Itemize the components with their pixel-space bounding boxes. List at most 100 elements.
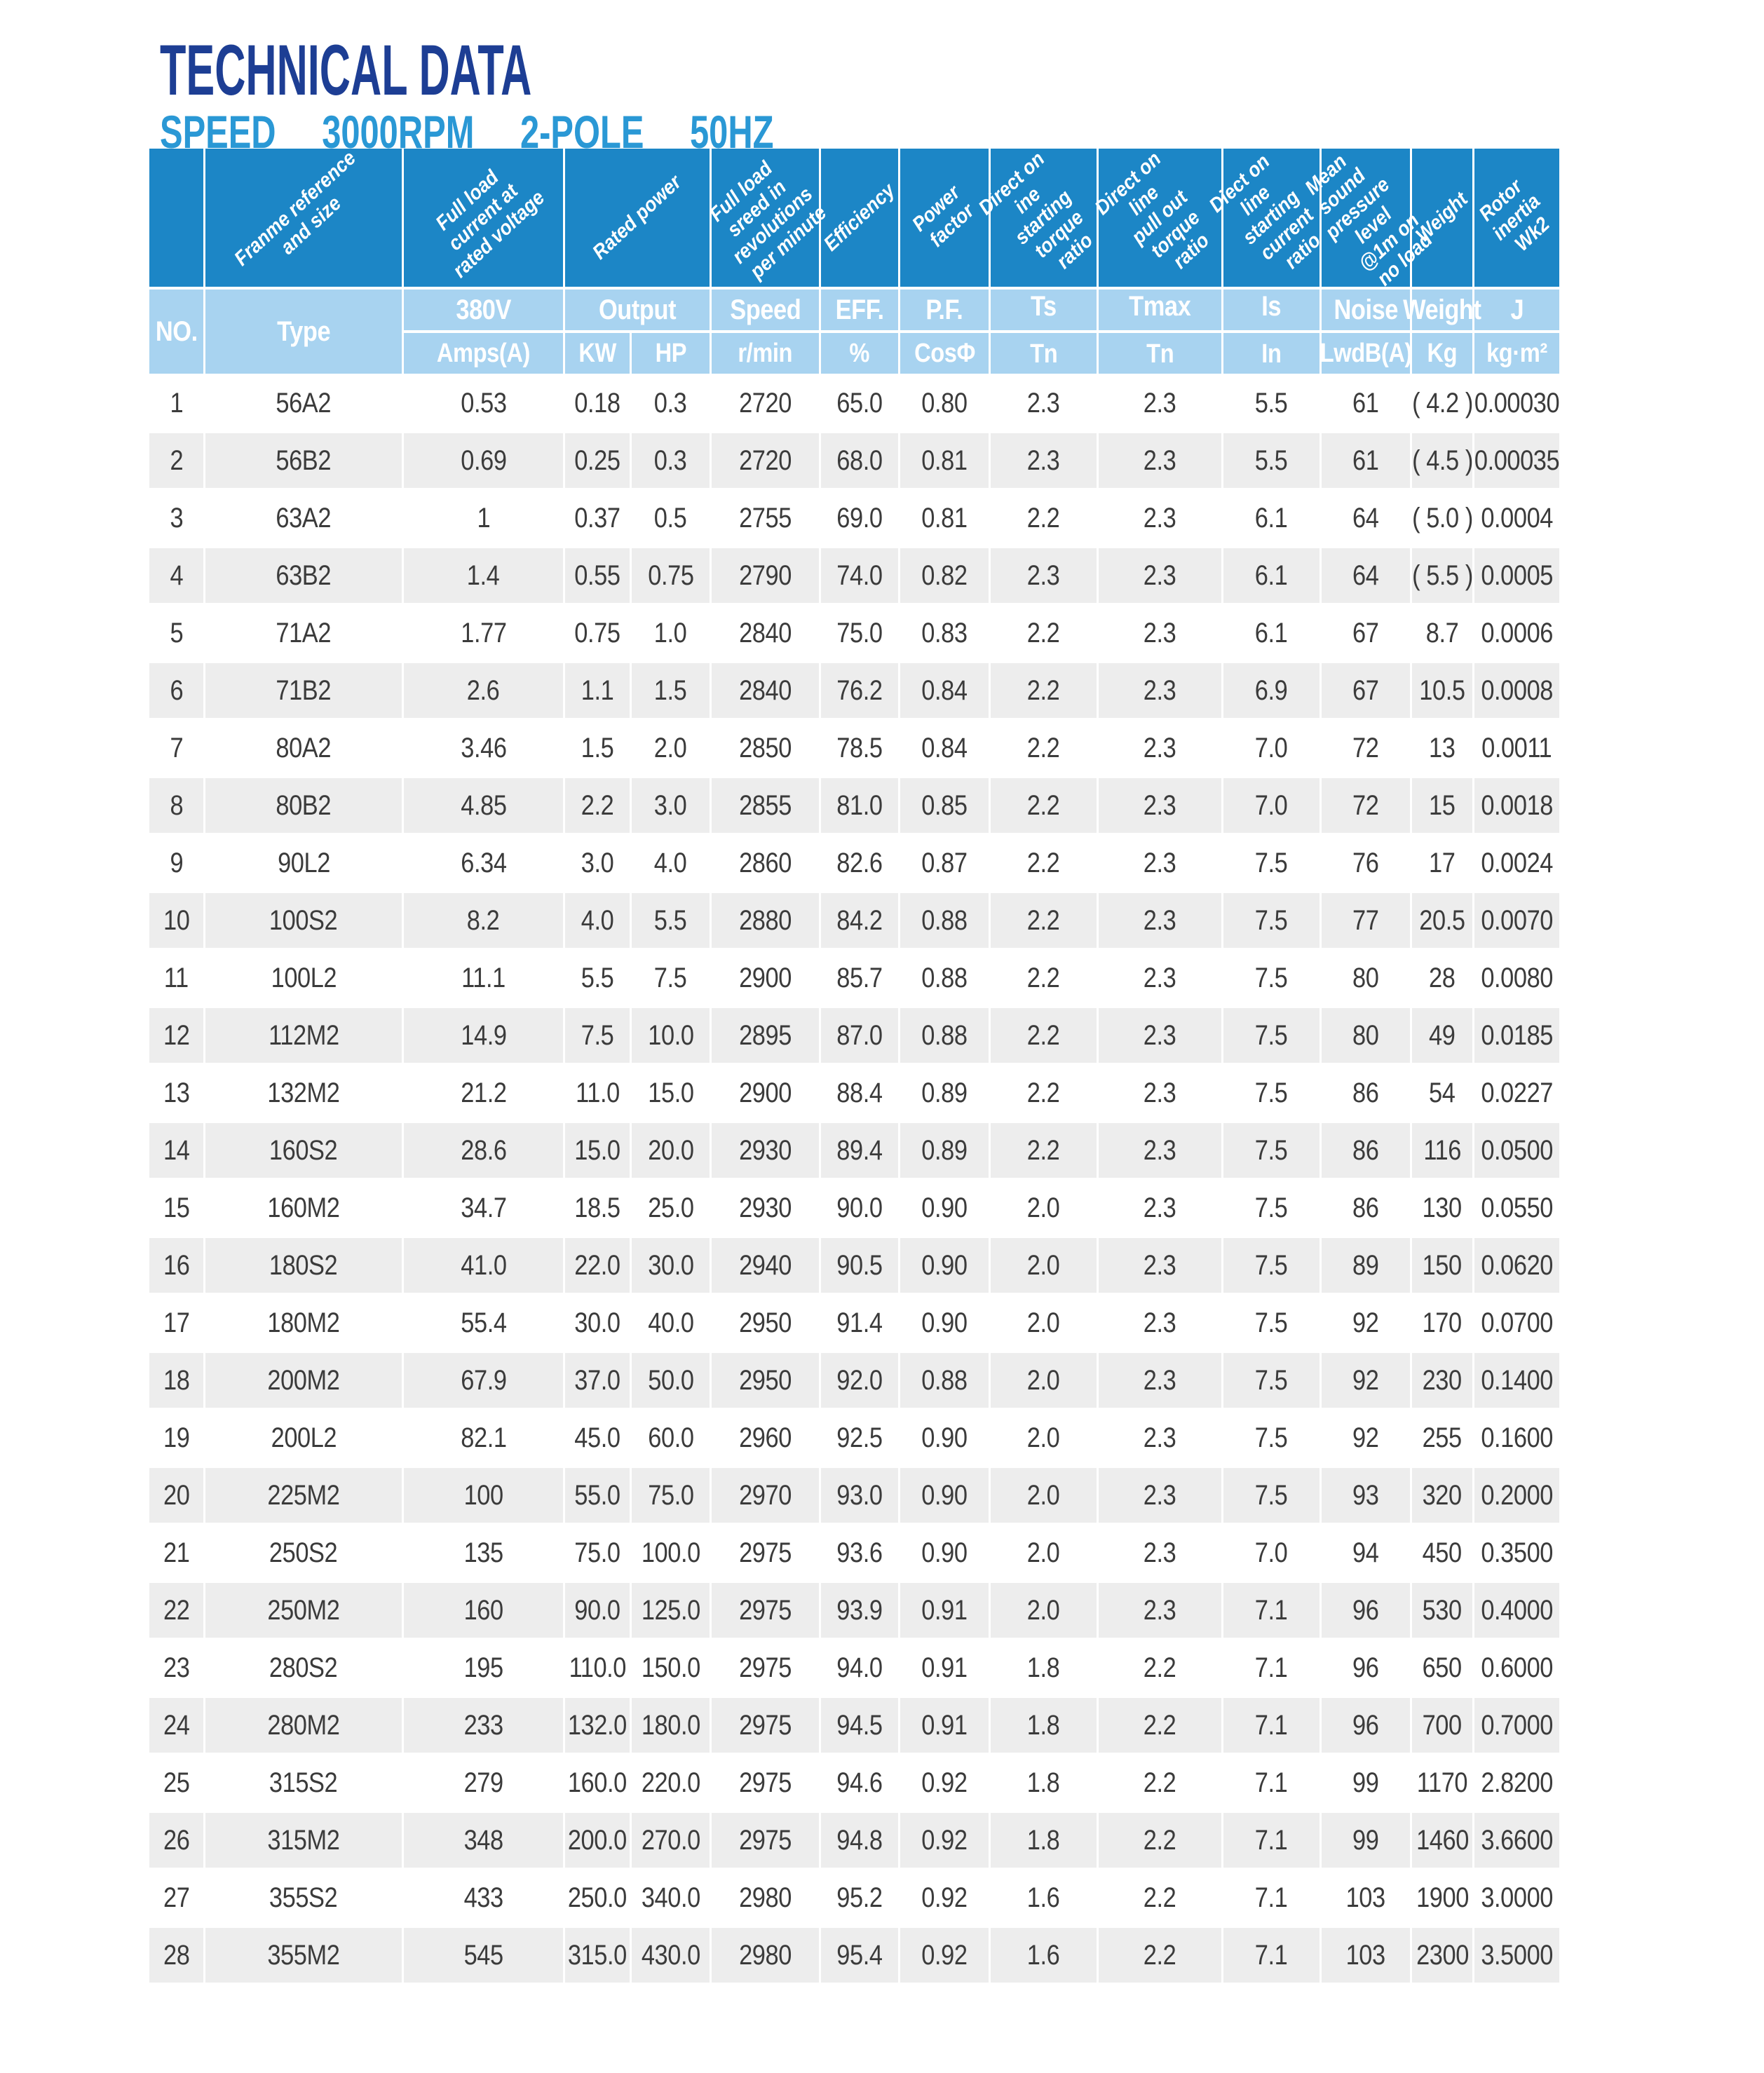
cell-j: 0.1400 — [1474, 1353, 1559, 1408]
cell-tmax: 2.2 — [1099, 1755, 1221, 1810]
cell-tmax: 2.3 — [1099, 491, 1221, 545]
cell-hp: 25.0 — [632, 1181, 710, 1235]
cell-hp: 0.5 — [632, 491, 710, 545]
cell-type: 90L2 — [205, 836, 402, 890]
cell-speed: 2850 — [712, 721, 819, 775]
subheader-ts: Ts — [991, 290, 1097, 330]
cell-kw: 0.37 — [565, 491, 630, 545]
cell-speed: 2855 — [712, 778, 819, 833]
cell-speed: 2930 — [712, 1181, 819, 1235]
cell-is: 7.5 — [1223, 893, 1319, 948]
cell-hp: 150.0 — [632, 1640, 710, 1695]
header-full-load-current-label: Full load current at rated voltage — [431, 165, 550, 283]
cell-noise: 61 — [1322, 433, 1410, 488]
cell-noise: 64 — [1322, 548, 1410, 603]
cell-tmax: 2.2 — [1099, 1698, 1221, 1753]
cell-kw: 90.0 — [565, 1583, 630, 1638]
cell-pf: 0.89 — [900, 1066, 989, 1120]
table-row: 8 80B2 4.85 2.2 3.0 2855 81.0 0.85 2.2 2.3 7.0 72 15… — [149, 778, 1559, 833]
cell-weight: 230 — [1412, 1353, 1472, 1408]
cell-is: 5.5 — [1223, 376, 1319, 430]
cell-noise: 72 — [1322, 721, 1410, 775]
cell-weight: 700 — [1412, 1698, 1472, 1753]
cell-pf: 0.92 — [900, 1928, 989, 1983]
cell-ts: 2.2 — [991, 893, 1097, 948]
cell-j: 3.5000 — [1474, 1928, 1559, 1983]
cell-amps: 3.46 — [404, 721, 563, 775]
cell-noise: 99 — [1322, 1755, 1410, 1810]
cell-j: 0.0227 — [1474, 1066, 1559, 1120]
header-rated-power: Rated power — [565, 149, 710, 287]
subheader-tmax: Tmax — [1099, 290, 1221, 330]
header-efficiency: Efficiency — [820, 149, 899, 287]
cell-eff: 95.4 — [821, 1928, 898, 1983]
cell-kw: 1.1 — [565, 663, 630, 718]
header-weight: Weight — [1411, 149, 1472, 287]
cell-amps: 8.2 — [404, 893, 563, 948]
cell-noise: 72 — [1322, 778, 1410, 833]
cell-type: 225M2 — [205, 1468, 402, 1523]
cell-weight: 530 — [1412, 1583, 1472, 1638]
cell-no: 13 — [149, 1066, 203, 1120]
cell-hp: 0.3 — [632, 433, 710, 488]
subheader-eff: EFF. — [821, 290, 898, 330]
cell-hp: 430.0 — [632, 1928, 710, 1983]
cell-is: 7.0 — [1223, 778, 1319, 833]
cell-type: 112M2 — [205, 1008, 402, 1063]
cell-amps: 4.85 — [404, 778, 563, 833]
cell-j: 0.0080 — [1474, 951, 1559, 1005]
cell-kw: 18.5 — [565, 1181, 630, 1235]
cell-tmax: 2.2 — [1099, 1928, 1221, 1983]
cell-tmax: 2.2 — [1099, 1870, 1221, 1925]
cell-tmax: 2.3 — [1099, 606, 1221, 660]
cell-hp: 2.0 — [632, 721, 710, 775]
cell-is: 7.5 — [1223, 836, 1319, 890]
cell-pf: 0.89 — [900, 1123, 989, 1178]
cell-eff: 84.2 — [821, 893, 898, 948]
cell-pf: 0.85 — [900, 778, 989, 833]
cell-amps: 6.34 — [404, 836, 563, 890]
cell-amps: 67.9 — [404, 1353, 563, 1408]
cell-amps: 195 — [404, 1640, 563, 1695]
cell-noise: 64 — [1322, 491, 1410, 545]
cell-kw: 110.0 — [565, 1640, 630, 1695]
cell-kw: 132.0 — [565, 1698, 630, 1753]
table-row: 2 56B2 0.69 0.25 0.3 2720 68.0 0.81 2.3 2.3 5.5 61(… — [149, 433, 1560, 488]
cell-is: 7.1 — [1223, 1928, 1319, 1983]
cell-kw: 1.5 — [565, 721, 630, 775]
cell-hp: 270.0 — [632, 1813, 710, 1868]
cell-kw: 45.0 — [565, 1411, 630, 1465]
table-row: 27 355S2 433 250.0 340.0 2980 95.2 0.92 1.6 2.2 7.… — [149, 1870, 1559, 1925]
cell-eff: 76.2 — [821, 663, 898, 718]
cell-eff: 68.0 — [821, 433, 898, 488]
cell-tmax: 2.3 — [1099, 1411, 1221, 1465]
subheader-pf: P.F. — [900, 290, 989, 330]
cell-amps: 233 — [404, 1698, 563, 1753]
cell-speed: 2900 — [712, 951, 819, 1005]
cell-amps: 1.77 — [404, 606, 563, 660]
cell-speed: 2950 — [712, 1296, 819, 1350]
table-header-diagonal: Franme reference and size Full load curr… — [149, 147, 1559, 291]
table-row: 3 63A2 1 0.37 0.5 2755 69.0 0.81 2.2 2.3 6.1 64( 5.… — [149, 491, 1559, 545]
cell-j: 0.0550 — [1474, 1181, 1559, 1235]
cell-speed: 2975 — [712, 1640, 819, 1695]
table-row: 4 63B2 1.4 0.55 0.75 2790 74.0 0.82 2.3 2.3 6.1 64(… — [149, 548, 1559, 603]
table-row: 25 315S2 279 160.0 220.0 2975 94.6 0.92 1.8 2.2 7.… — [149, 1755, 1559, 1810]
cell-type: 71B2 — [205, 663, 402, 718]
cell-weight: 49 — [1412, 1008, 1472, 1063]
cell-speed: 2975 — [712, 1755, 819, 1810]
cell-type: 80B2 — [205, 778, 402, 833]
cell-speed: 2975 — [712, 1583, 819, 1638]
cell-type: 56A2 — [205, 376, 402, 430]
cell-hp: 30.0 — [632, 1238, 710, 1293]
cell-eff: 81.0 — [821, 778, 898, 833]
cell-pf: 0.90 — [900, 1411, 989, 1465]
cell-speed: 2790 — [712, 548, 819, 603]
table-body: 1 56A2 0.53 0.18 0.3 2720 65.0 0.80 2.3 2.3 5.5 61(… — [149, 376, 1560, 1983]
cell-amps: 348 — [404, 1813, 563, 1868]
cell-ts: 2.2 — [991, 1066, 1097, 1120]
cell-hp: 15.0 — [632, 1066, 710, 1120]
table-row: 1 56A2 0.53 0.18 0.3 2720 65.0 0.80 2.3 2.3 5.5 61(… — [149, 376, 1560, 430]
cell-j: 0.0006 — [1474, 606, 1559, 660]
cell-speed: 2975 — [712, 1813, 819, 1868]
